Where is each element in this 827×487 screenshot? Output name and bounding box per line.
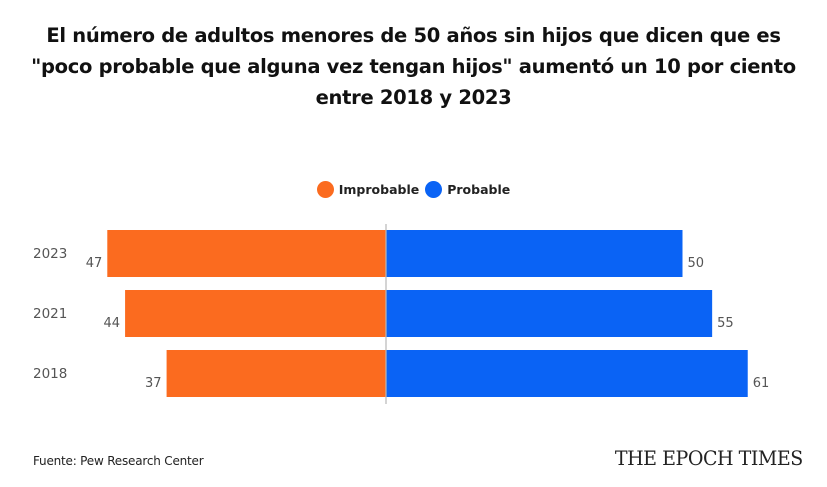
bar-improbable-2018: [166, 350, 386, 397]
data-label-improbable-2021: 44: [104, 316, 121, 331]
bar-improbable-2023: [107, 230, 386, 277]
data-label-probable-2018: 61: [753, 376, 770, 391]
source-note: Fuente: Pew Research Center: [33, 454, 204, 468]
data-label-improbable-2018: 37: [145, 376, 162, 391]
bar-improbable-2021: [125, 290, 386, 337]
data-label-improbable-2023: 47: [86, 256, 103, 271]
legend-label-probable: Probable: [447, 182, 511, 197]
legend: Improbable Probable: [0, 181, 827, 198]
legend-swatch-improbable: [316, 181, 334, 198]
category-label-2021: 2021: [33, 306, 67, 322]
chart-title: El número de adultos menores de 50 años …: [31, 24, 796, 109]
category-label-2018: 2018: [33, 366, 67, 382]
legend-swatch-probable: [425, 181, 443, 198]
bar-probable-2023: [386, 230, 683, 277]
category-label-2023: 2023: [33, 246, 67, 262]
bar-probable-2018: [386, 350, 748, 397]
legend-item-probable: Probable: [425, 181, 510, 198]
legend-item-improbable: Improbable: [316, 181, 420, 198]
legend-label-improbable: Improbable: [338, 182, 420, 197]
data-label-probable-2023: 50: [688, 256, 705, 271]
data-label-probable-2021: 55: [717, 316, 734, 331]
brand-logo: THE EPOCH TIMES: [615, 446, 803, 470]
bar-probable-2021: [386, 290, 713, 337]
